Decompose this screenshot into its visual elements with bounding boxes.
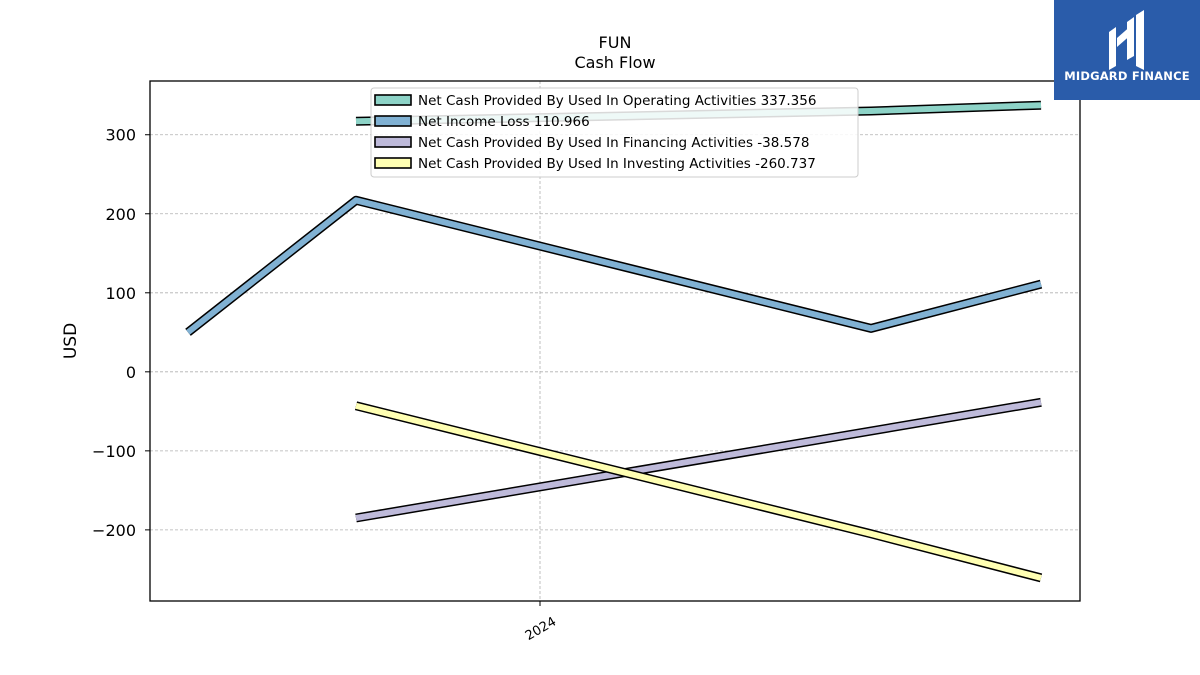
legend-label: Net Income Loss 110.966 <box>418 114 590 130</box>
legend-box <box>370 87 859 178</box>
chart-title: FUN <box>599 33 632 52</box>
x-tick-label: 2024 <box>523 614 559 644</box>
legend-swatch <box>374 94 412 106</box>
y-tick-label: 300 <box>105 126 136 145</box>
plot-frame <box>149 80 1081 602</box>
legend-label: Net Cash Provided By Used In Operating A… <box>418 93 816 109</box>
logo-mark <box>1054 0 1200 100</box>
y-tick-label: −100 <box>92 442 136 461</box>
legend: Net Cash Provided By Used In Operating A… <box>370 87 859 178</box>
y-tick-label: 0 <box>126 363 136 382</box>
series-line <box>355 399 1042 521</box>
legend-label: Net Cash Provided By Used In Financing A… <box>418 135 809 151</box>
legend-swatch <box>374 136 412 148</box>
y-axis-label: USD <box>61 323 81 359</box>
y-tick-label: 100 <box>105 284 136 303</box>
series-line <box>186 197 1042 335</box>
series-net-cash-provided-by-used-in-financing-activities <box>355 397 1042 523</box>
midgard-finance-logo: MIDGARD FINANCE <box>1054 0 1200 100</box>
y-tick-label: 200 <box>105 205 136 224</box>
series-net-cash-provided-by-used-in-investing-activities <box>354 401 1043 583</box>
series-line <box>355 402 1042 581</box>
y-tick-label: −200 <box>92 521 136 540</box>
logo-wordmark: MIDGARD FINANCE <box>1064 69 1190 83</box>
legend-label: Net Cash Provided By Used In Investing A… <box>418 156 816 172</box>
legend-swatch <box>374 115 412 127</box>
series-net-income-loss <box>185 195 1043 336</box>
chart-subtitle: Cash Flow <box>574 53 655 72</box>
legend-swatch <box>374 157 412 169</box>
